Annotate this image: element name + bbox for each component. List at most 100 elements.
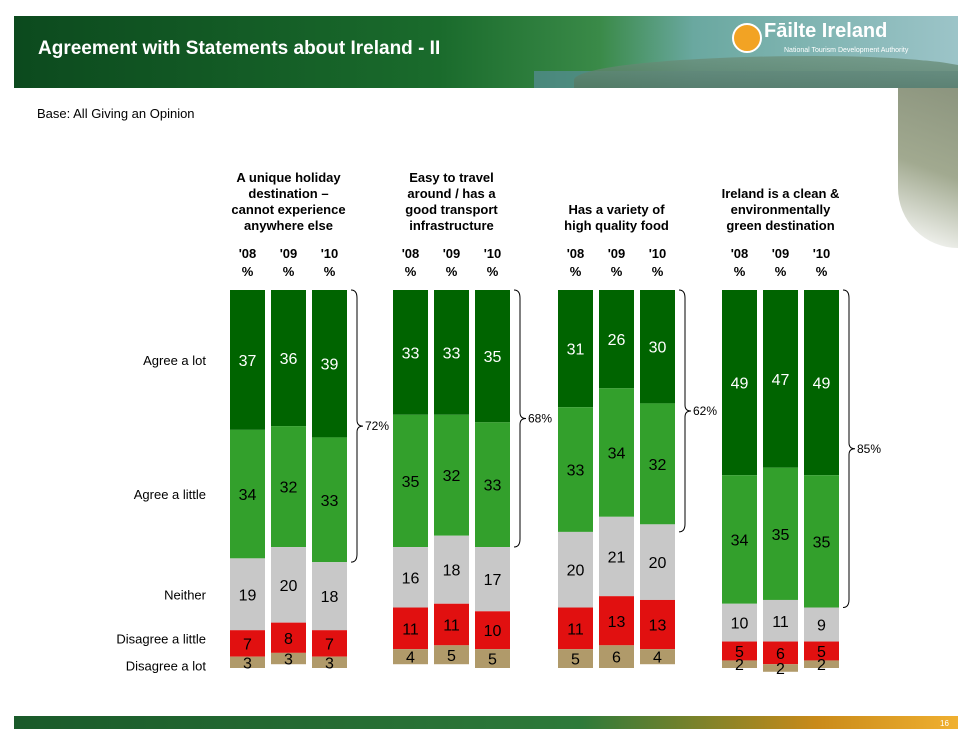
- bar-segment: [434, 414, 469, 536]
- footer-bar: [14, 716, 958, 729]
- slide-title: Agreement with Statements about Ireland …: [38, 38, 441, 59]
- bar-segment: [763, 467, 798, 600]
- bar-segment: [599, 645, 634, 668]
- row-label: Disagree a lot: [126, 658, 207, 673]
- bar-segment: [763, 599, 798, 642]
- unit-label: %: [775, 264, 787, 279]
- bar-segment: [640, 524, 675, 600]
- bar-segment: [640, 290, 675, 404]
- bar-segment: [271, 622, 306, 653]
- segment-value-label: 32: [443, 468, 461, 485]
- agree-bracket: [842, 289, 856, 609]
- unit-label: %: [242, 264, 254, 279]
- slide-header: Agreement with Statements about Ireland …: [14, 16, 958, 88]
- segment-value-label: 31: [567, 342, 585, 359]
- segment-value-label: 10: [484, 623, 502, 640]
- segment-value-label: 19: [239, 587, 257, 604]
- unit-label: %: [816, 264, 828, 279]
- unit-label: %: [734, 264, 746, 279]
- bar-segment: [434, 535, 469, 604]
- segment-value-label: 10: [731, 616, 749, 633]
- year-label: '09: [280, 246, 298, 261]
- segment-value-label: 2: [817, 657, 826, 674]
- segment-value-label: 5: [447, 648, 456, 665]
- agree-total-label: 68%: [528, 412, 552, 426]
- segment-value-label: 5: [571, 652, 580, 669]
- bar-segment: [558, 290, 593, 408]
- bar-segment: [230, 630, 265, 657]
- segment-value-label: 26: [608, 332, 626, 349]
- segment-value-label: 9: [817, 618, 826, 635]
- segment-value-label: 7: [325, 636, 334, 653]
- bar-segment: [804, 607, 839, 642]
- segment-value-label: 47: [772, 372, 790, 389]
- bar-segment: [722, 475, 757, 604]
- group-title-line: around / has a: [407, 186, 496, 201]
- segment-value-label: 18: [321, 589, 339, 606]
- segment-value-label: 11: [772, 614, 789, 631]
- bar-segment: [434, 645, 469, 665]
- cliff-photo-decoration: [898, 88, 958, 248]
- unit-label: %: [611, 264, 623, 279]
- bar-segment: [393, 547, 428, 608]
- bar-segment: [475, 422, 510, 548]
- bar-segment: [804, 290, 839, 476]
- segment-value-label: 33: [567, 463, 585, 480]
- segment-value-label: 17: [484, 572, 502, 589]
- year-label: '09: [772, 246, 790, 261]
- year-label: '10: [484, 246, 502, 261]
- agree-total-label: 62%: [693, 404, 717, 418]
- agree-total-label: 85%: [857, 442, 881, 456]
- year-label: '08: [402, 246, 420, 261]
- segment-value-label: 2: [735, 657, 744, 674]
- bar-segment: [312, 656, 347, 668]
- bar-segment: [271, 652, 306, 665]
- bar-segment: [312, 437, 347, 563]
- bar-segment: [804, 660, 839, 668]
- bar-segment: [722, 641, 757, 661]
- segment-value-label: 37: [239, 353, 257, 370]
- segment-value-label: 13: [649, 618, 667, 635]
- segment-value-label: 4: [653, 650, 662, 667]
- brand-logo-subtitle: National Tourism Development Authority: [784, 47, 909, 54]
- segment-value-label: 4: [406, 650, 415, 667]
- segment-value-label: 3: [243, 655, 252, 672]
- bar-segment: [271, 426, 306, 548]
- segment-value-label: 20: [280, 578, 298, 595]
- group-title-line: Has a variety of: [568, 202, 665, 217]
- bar-segment: [475, 290, 510, 423]
- bar-segment: [434, 290, 469, 415]
- segment-value-label: 5: [488, 652, 497, 669]
- segment-value-label: 35: [813, 534, 831, 551]
- bar-segment: [763, 290, 798, 468]
- segment-value-label: 49: [731, 376, 749, 393]
- unit-label: %: [652, 264, 664, 279]
- bar-segment: [393, 290, 428, 415]
- shamrock-logo-icon: [732, 23, 762, 53]
- year-label: '09: [608, 246, 626, 261]
- segment-value-label: 30: [649, 340, 667, 357]
- bar-segment: [804, 641, 839, 661]
- segment-value-label: 39: [321, 357, 339, 374]
- bar-segment: [271, 290, 306, 427]
- bar-segment: [558, 649, 593, 668]
- bar-segment: [230, 290, 265, 430]
- agree-bracket: [678, 289, 692, 533]
- year-label: '10: [813, 246, 831, 261]
- segment-value-label: 33: [443, 345, 461, 362]
- segment-value-label: 7: [243, 636, 252, 653]
- group-title-line: environmentally: [731, 202, 831, 217]
- brand-logo-text: Fāilte Ireland: [764, 20, 888, 42]
- group-title-line: destination –: [248, 186, 328, 201]
- row-label: Neither: [164, 587, 207, 602]
- segment-value-label: 35: [772, 527, 790, 544]
- unit-label: %: [446, 264, 458, 279]
- segment-value-label: 3: [325, 655, 334, 672]
- segment-value-label: 34: [239, 487, 257, 504]
- unit-label: %: [283, 264, 295, 279]
- bar-segment: [763, 664, 798, 672]
- bar-segment: [312, 290, 347, 438]
- segment-value-label: 34: [731, 532, 749, 549]
- segment-value-label: 35: [484, 349, 502, 366]
